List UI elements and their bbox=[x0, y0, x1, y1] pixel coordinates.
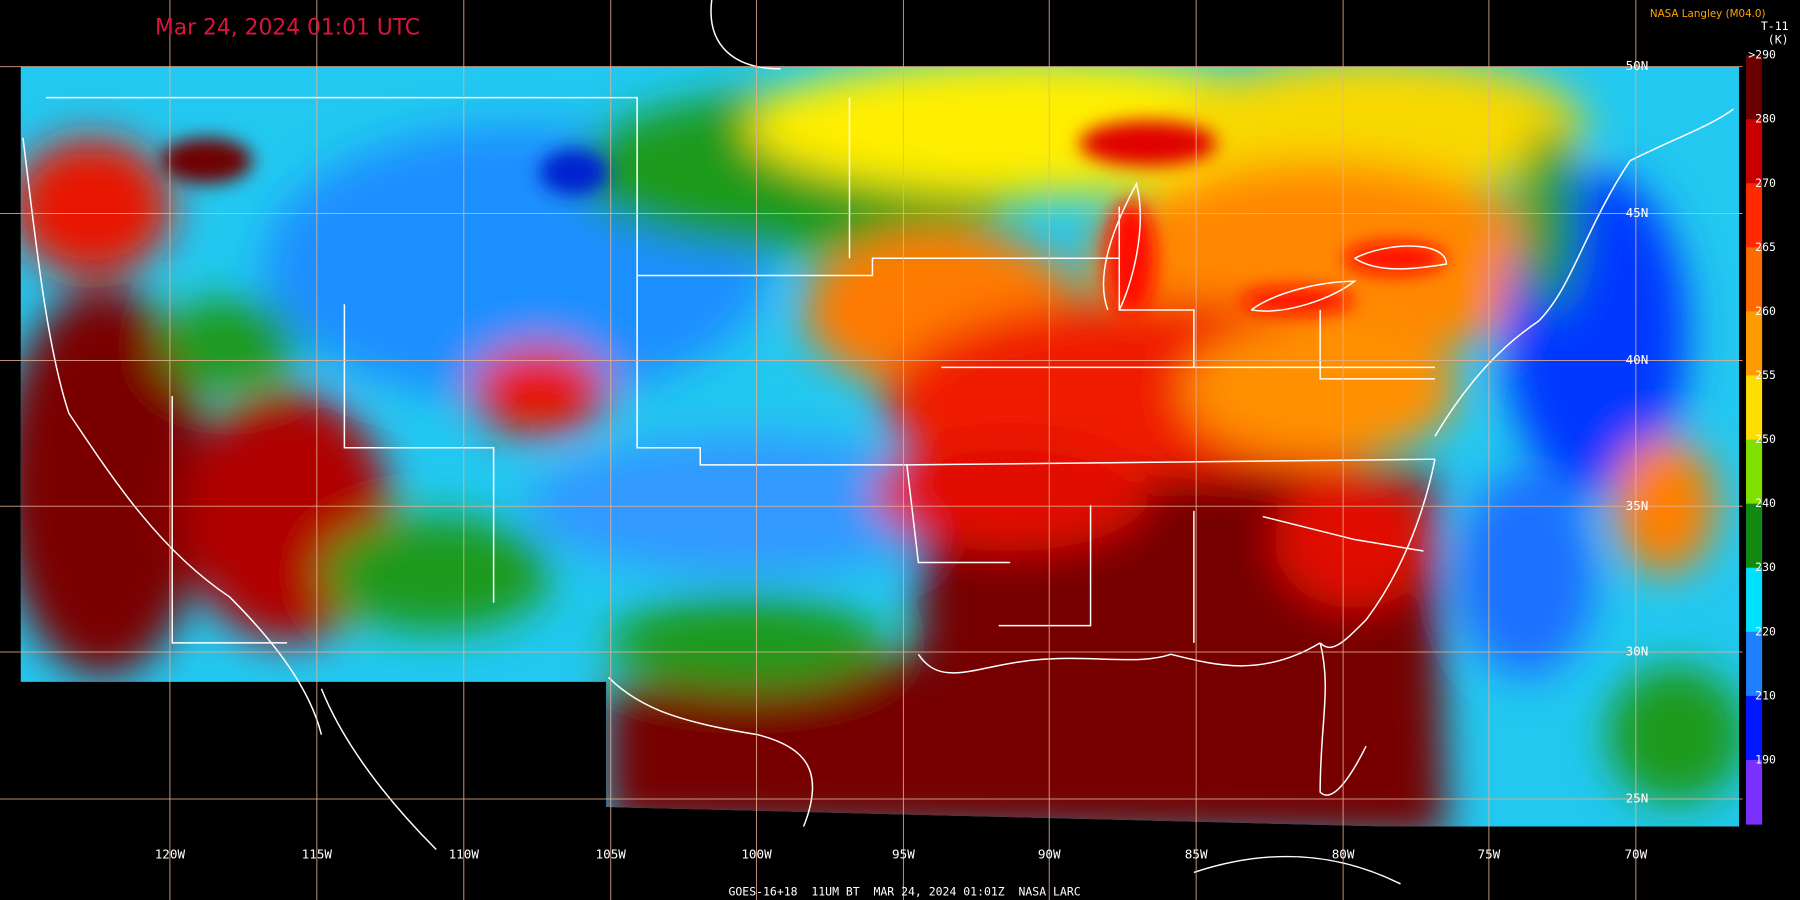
colorbar-label: 270 bbox=[1755, 176, 1776, 190]
colorbar-band bbox=[1746, 631, 1763, 697]
longitude-label: 85W bbox=[1185, 847, 1208, 862]
longitude-label: 120W bbox=[155, 847, 186, 862]
product: T-11 bbox=[1761, 19, 1789, 33]
longitude-label: 70W bbox=[1624, 847, 1647, 862]
colorbar-band bbox=[1746, 247, 1763, 312]
longitude-label: 105W bbox=[596, 847, 627, 862]
timestamp: Mar 24, 2024 01:01 UTC bbox=[155, 16, 420, 41]
latitude-label: 35N bbox=[1626, 498, 1649, 513]
unit: (K) bbox=[1768, 33, 1789, 47]
latitude-label: 30N bbox=[1626, 644, 1649, 659]
colorbar-label: 250 bbox=[1755, 432, 1776, 446]
boundaries bbox=[22, 0, 1734, 885]
colorbar-label: 265 bbox=[1755, 240, 1776, 254]
colorbar-band bbox=[1746, 119, 1763, 184]
latitude-label: 45N bbox=[1626, 205, 1649, 220]
longitude-label: 115W bbox=[302, 847, 333, 862]
colorbar-band bbox=[1746, 55, 1763, 120]
longitude-label: 95W bbox=[892, 847, 915, 862]
latitude-label: 40N bbox=[1626, 352, 1649, 367]
longitude-label: 90W bbox=[1038, 847, 1061, 862]
longitude-label: 110W bbox=[449, 847, 480, 862]
colorbar-label: 230 bbox=[1755, 560, 1776, 574]
colorbar-band bbox=[1746, 759, 1763, 825]
colorbar-band bbox=[1746, 375, 1763, 441]
longitude-label: 100W bbox=[741, 847, 772, 862]
colorbar-label: 280 bbox=[1755, 112, 1776, 126]
colorbar-band bbox=[1746, 503, 1763, 569]
credit: NASA Langley (M04.0) bbox=[1650, 8, 1766, 20]
colorbar-band bbox=[1746, 695, 1763, 761]
longitude-label: 75W bbox=[1478, 847, 1501, 862]
colorbar-band bbox=[1746, 311, 1763, 377]
colorbar-label: 190 bbox=[1755, 752, 1776, 766]
latitude-label: 25N bbox=[1626, 790, 1649, 805]
colorbar-band bbox=[1746, 567, 1763, 633]
longitude-label: 80W bbox=[1332, 847, 1355, 862]
colorbar: >290 280 270 265 260 255 250 240 230 220 210 190 bbox=[1746, 48, 1776, 825]
graticule: 120W 115W 110W 105W 100W 95W 90W 85W 80W 75W 70W 50… bbox=[0, 0, 1743, 900]
colorbar-label: 255 bbox=[1755, 368, 1776, 382]
colorbar-label: >290 bbox=[1748, 48, 1776, 62]
colorbar-band bbox=[1746, 183, 1763, 248]
colorbar-label: 260 bbox=[1755, 304, 1776, 318]
footer: GOES-16+18 11UM BT MAR 24, 2024 01:01Z N… bbox=[729, 884, 1081, 898]
colorbar-label: 210 bbox=[1755, 688, 1776, 702]
colorbar-label: 240 bbox=[1755, 496, 1776, 510]
colorbar-label: 220 bbox=[1755, 624, 1776, 638]
latitude-label: 50N bbox=[1626, 58, 1649, 73]
colorbar-band bbox=[1746, 439, 1763, 505]
